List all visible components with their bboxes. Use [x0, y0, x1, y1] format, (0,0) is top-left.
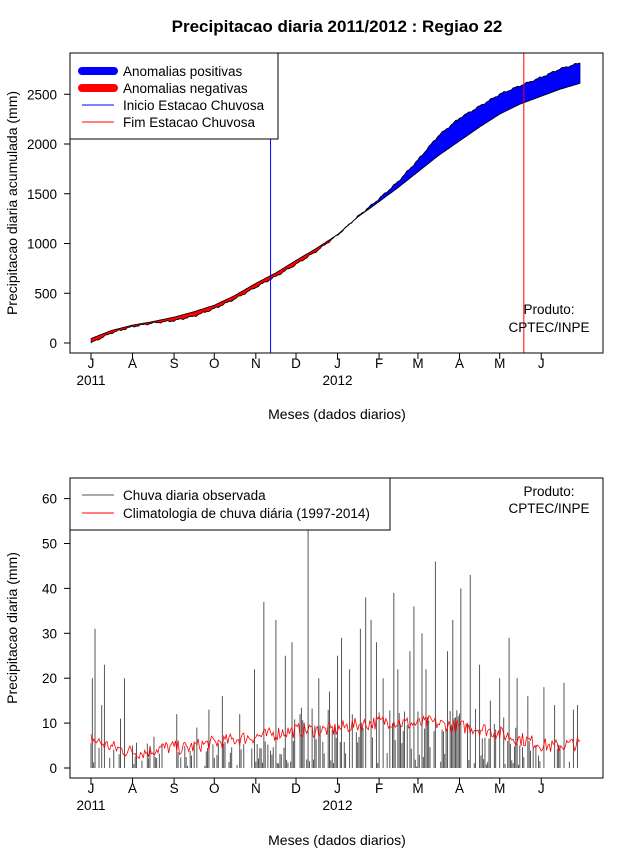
top-x-tick-label-3: O	[209, 356, 220, 371]
bottom-x-tick-label-4: N	[251, 781, 261, 796]
top-y-tick-label-3: 1500	[27, 187, 57, 202]
climatology-daily-line	[90, 714, 581, 760]
bottom-x-tick-label-8: M	[412, 781, 423, 796]
bottom-y-axis-label: Precipitacao diaria (mm)	[4, 552, 20, 704]
top-x-tick-label-10: M	[494, 356, 505, 371]
positive-anomaly-band-7	[356, 62, 581, 219]
legend-label-negative: Anomalias negativas	[123, 81, 248, 96]
bottom-product-label: Produto:	[523, 484, 574, 499]
bottom-x-tick-label-1: A	[128, 781, 137, 796]
top-product-source: CPTEC/INPE	[508, 320, 589, 335]
bottom-x-tick-label-3: O	[209, 781, 220, 796]
bottom-y-tick-label-0: 0	[49, 761, 57, 776]
bottom-legend: Chuva diaria observada Climatologia de c…	[69, 477, 391, 531]
top-x-tick-label-8: M	[412, 356, 423, 371]
top-x-tick-label-5: D	[291, 356, 301, 371]
bottom-year-label-0: 2011	[76, 798, 105, 813]
bottom-x-axis-label: Meses (dados diarios)	[268, 832, 406, 848]
bottom-x-tick-label-6: J	[334, 781, 341, 796]
top-y-tick-label-1: 500	[34, 286, 57, 301]
legend-label-positive: Anomalias positivas	[123, 64, 243, 79]
bottom-x-tick-label-2: S	[170, 781, 179, 796]
top-x-axis-label: Meses (dados diarios)	[268, 406, 406, 422]
bottom-x-tick-label-5: D	[291, 781, 301, 796]
top-year-label-0: 2011	[76, 373, 105, 388]
top-x-tick-label-0: J	[88, 356, 95, 371]
top-y-tick-label-2: 1000	[27, 237, 57, 252]
bottom-y-tick-label-2: 20	[42, 671, 57, 686]
top-y-tick-label-0: 0	[49, 336, 57, 351]
negative-anomaly-band-0	[90, 235, 336, 344]
bottom-x-tick-label-9: A	[455, 781, 464, 796]
legend-label-season-start: Inicio Estacao Chuvosa	[123, 98, 265, 113]
bottom-year-label-1: 2012	[323, 798, 353, 813]
top-y-tick-label-5: 2500	[27, 87, 57, 102]
climatology-cumulative-line	[90, 82, 581, 339]
top-x-tick-label-9: A	[455, 356, 464, 371]
top-y-tick-label-4: 2000	[27, 137, 57, 152]
bottom-product-source: CPTEC/INPE	[508, 501, 589, 516]
bottom-x-tick-label-11: J	[538, 781, 545, 796]
legend-label-observed: Chuva diaria observada	[123, 488, 266, 503]
daily-plot: 0 10 20 30 40 50 60 J A S O N D J F M A M J 2011 2012	[42, 492, 581, 813]
bottom-x-tick-label-10: M	[494, 781, 505, 796]
top-year-label-1: 2012	[323, 373, 353, 388]
legend-label-climatology: Climatologia de chuva diária (1997-2014)	[123, 506, 370, 521]
bottom-y-tick-label-1: 10	[42, 716, 57, 731]
chart-title: Precipitacao diaria 2011/2012 : Regiao 2…	[172, 17, 503, 36]
bottom-legend-box	[69, 477, 391, 531]
top-x-tick-label-6: J	[334, 356, 341, 371]
top-legend: Anomalias positivas Anomalias negativas …	[69, 52, 279, 140]
bottom-x-tick-label-0: J	[88, 781, 95, 796]
cumulative-plot: 0 500 1000 1500 2000 2500 J A S O N D J F M A M J 2011 2012	[27, 53, 581, 388]
top-x-tick-label-11: J	[538, 356, 545, 371]
bottom-y-tick-label-5: 50	[42, 537, 57, 552]
top-y-axis-label: Precipitacao diaria acumulada (mm)	[4, 91, 20, 315]
bottom-y-tick-label-3: 30	[42, 626, 57, 641]
top-x-tick-label-7: F	[375, 356, 383, 371]
top-product-label: Produto:	[523, 302, 574, 317]
top-x-tick-label-1: A	[128, 356, 137, 371]
bottom-y-tick-label-6: 60	[42, 492, 57, 507]
bottom-x-tick-label-7: F	[375, 781, 383, 796]
legend-label-season-end: Fim Estacao Chuvosa	[123, 115, 256, 130]
top-plot-frame	[69, 52, 604, 354]
top-x-tick-label-4: N	[251, 356, 261, 371]
bottom-y-tick-label-4: 40	[42, 581, 57, 596]
top-x-tick-label-2: S	[170, 356, 179, 371]
